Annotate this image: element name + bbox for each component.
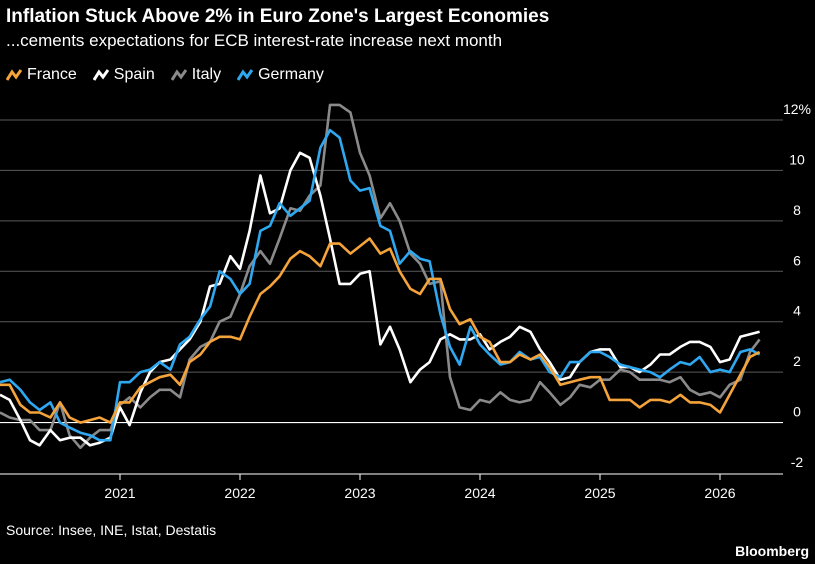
legend-item-germany[interactable]: Germany — [237, 66, 324, 84]
series-line-germany — [0, 128, 761, 442]
series-lines — [0, 103, 761, 450]
x-axis: 2021 2022 2023 2024 2025 2026 — [0, 473, 783, 501]
y-tick-label: 4 — [793, 303, 801, 319]
x-tick-label: 2022 — [224, 485, 255, 501]
legend-swatch-spain — [92, 69, 109, 81]
series-line-italy — [0, 103, 761, 450]
y-tick-label: 6 — [793, 252, 801, 268]
y-axis-labels: 12% 10 8 6 4 2 0 -2 — [783, 101, 811, 470]
legend-label-spain: Spain — [113, 66, 155, 83]
y-tick-label: 10 — [789, 151, 805, 167]
gridlines — [0, 119, 783, 424]
source-note: Source: Insee, INE, Istat, Destatis — [6, 522, 217, 538]
legend-label-france: France — [27, 66, 77, 83]
x-tick-label: 2026 — [704, 485, 735, 501]
legend: France Spain Italy Germany — [6, 66, 324, 84]
y-tick-label: -2 — [791, 454, 804, 470]
legend-label-germany: Germany — [258, 66, 324, 83]
series-line-france — [0, 237, 761, 424]
chart-subtitle: ...cements expectations for ECB interest… — [6, 31, 503, 50]
legend-label-italy: Italy — [191, 66, 222, 83]
x-tick-label: 2024 — [464, 485, 495, 501]
x-tick-label: 2021 — [104, 485, 135, 501]
legend-item-italy[interactable]: Italy — [170, 66, 222, 84]
x-tick-label: 2023 — [344, 485, 375, 501]
legend-swatch-germany — [237, 69, 254, 81]
legend-swatch-italy — [170, 69, 187, 81]
chart-title: Inflation Stuck Above 2% in Euro Zone's … — [6, 6, 550, 27]
y-tick-label: 8 — [793, 202, 801, 218]
y-tick-label: 2 — [793, 353, 801, 369]
x-tick-label: 2025 — [584, 485, 615, 501]
legend-swatch-france — [6, 69, 22, 81]
bloomberg-logo: Bloomberg — [735, 543, 809, 559]
legend-item-spain[interactable]: Spain — [92, 66, 155, 84]
y-tick-label: 12% — [783, 101, 811, 117]
series-line-spain — [0, 151, 760, 447]
legend-item-france[interactable]: France — [6, 66, 77, 84]
y-tick-label: 0 — [793, 404, 801, 420]
